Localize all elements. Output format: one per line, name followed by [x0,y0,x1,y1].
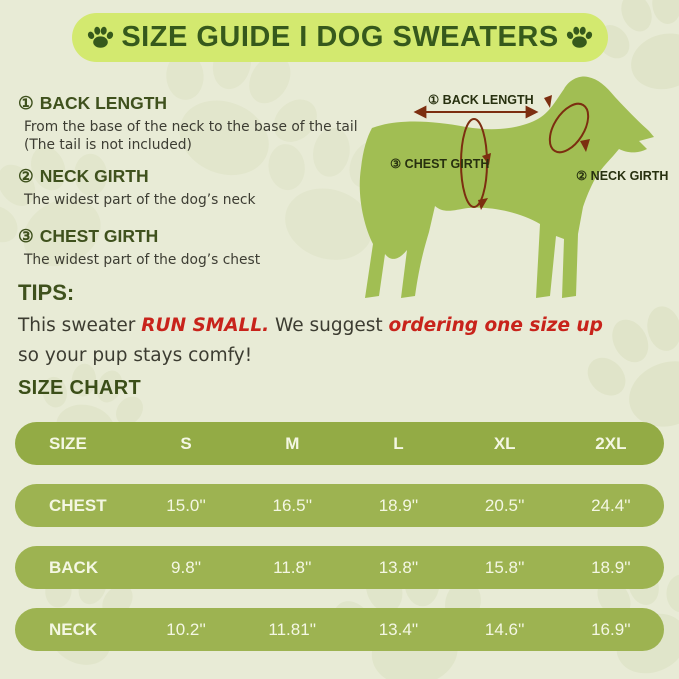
row-label-neck: NECK [49,619,98,639]
tips-line-1: This sweater RUN SMALL. We suggest order… [18,311,603,341]
tips-text: This sweater [18,315,142,336]
description-line: The widest part of the dog’s chest [24,252,261,268]
tips-section: TIPS: This sweater RUN SMALL. We suggest… [18,280,603,371]
back-l-value: 13.8'' [378,557,419,577]
column-header-xl: XL [493,433,516,453]
diagram-back-length-label: ① BACK LENGTH [428,93,534,107]
table-row-neck: NECK 10.2'' 11.81'' 13.4'' 14.6'' 16.9'' [15,608,664,651]
measurement-heading: ③ CHEST GIRTH [18,226,368,247]
back-2xl-value: 18.9'' [591,557,631,577]
description-line: From the base of the neck to the base of… [24,119,358,135]
neck-girth-loop [548,102,590,154]
neck-xl-value: 14.6'' [484,619,525,639]
column-header-s: S [180,433,192,453]
neck-girth-arrowhead [544,95,552,108]
size-chart-heading: SIZE CHART [18,377,141,399]
table-row-chest: CHEST 15.0'' 16.5'' 18.9'' 20.5'' 24.4'' [15,484,664,527]
neck-m-value: 11.81'' [268,619,317,639]
circled-number: ② [18,166,34,186]
measurement-heading: ② NECK GIRTH [18,166,368,187]
measurement-description: The widest part of the dog’s neck [24,192,368,210]
chest-s-value: 15.0'' [166,495,206,515]
chest-xl-value: 20.5'' [484,495,525,515]
title-banner: SIZE GUIDE I DOG SWEATERS [72,13,608,62]
table-row-back: BACK 9.8'' 11.8'' 13.8'' 15.8'' 18.9'' [15,546,664,589]
neck-2xl-value: 16.9'' [591,619,631,639]
chest-girth-loop [460,118,488,208]
neck-l-value: 13.4'' [378,619,419,639]
column-header-2xl: 2XL [595,433,627,453]
circled-number: ③ [18,226,34,246]
chest-l-value: 18.9'' [378,495,419,515]
measurement-label: CHEST GIRTH [39,226,159,246]
measurement-label: BACK LENGTH [39,93,168,113]
chest-girth-arrowhead [478,198,488,210]
measurement-heading: ① BACK LENGTH [18,93,368,114]
measurement-label: NECK GIRTH [39,166,149,186]
back-xl-value: 15.8'' [484,557,525,577]
tips-text: We suggest [269,315,389,336]
diagram-neck-girth-label: ② NECK GIRTH [576,169,669,183]
measurement-description: The widest part of the dog’s chest [24,252,368,270]
chest-2xl-value: 24.4'' [591,495,631,515]
paw-icon [87,24,114,51]
size-up-highlight: ordering one size up [388,315,603,336]
dog-measurement-diagram: ① BACK LENGTH ③ CHEST GIRTH ② NECK GIRTH [338,62,679,318]
column-header-m: M [285,433,300,453]
column-header-l: L [393,433,404,453]
back-m-value: 11.8'' [273,557,312,577]
description-line: The widest part of the dog’s neck [24,192,256,208]
measurement-item-chest-girth: ③ CHEST GIRTH The widest part of the dog’… [18,226,368,270]
run-small-highlight: RUN SMALL. [141,315,270,336]
row-label-chest: CHEST [49,495,107,515]
measurement-item-neck-girth: ② NECK GIRTH The widest part of the dog’s… [18,166,368,210]
description-line: (The tail is not included) [24,136,192,153]
diagram-chest-girth-label: ③ CHEST GIRTH [390,157,490,171]
size-chart-table: SIZE S M L XL 2XL CHEST 15.0'' 16.5'' 18… [15,422,664,670]
paw-icon [566,24,593,51]
measurement-description: From the base of the neck to the base of… [24,119,368,154]
tips-line-2: so your pup stays comfy! [18,345,253,366]
circled-number: ① [18,93,34,113]
chest-m-value: 16.5'' [272,495,313,515]
page-title: SIZE GUIDE I DOG SWEATERS [121,21,559,53]
row-label-back: BACK [49,557,99,577]
neck-s-value: 10.2'' [166,619,206,639]
neck-girth-arrowhead [580,139,590,152]
measurement-item-back-length: ① BACK LENGTH From the base of the neck t… [18,93,368,154]
column-header-size: SIZE [49,433,87,453]
chest-girth-arrowhead [482,153,491,165]
dog-silhouette [359,76,654,298]
table-header-row: SIZE S M L XL 2XL [15,422,664,465]
tips-heading: TIPS: [18,280,75,305]
back-s-value: 9.8'' [171,557,202,577]
